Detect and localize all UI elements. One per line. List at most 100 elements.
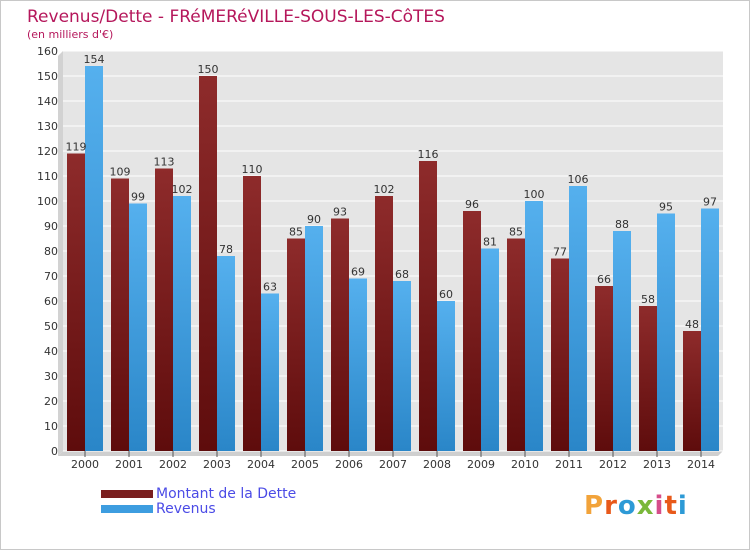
legend-label-dette: Montant de la Dette bbox=[156, 486, 297, 502]
y-tick-label: 20 bbox=[44, 395, 58, 408]
y-tick-label: 80 bbox=[44, 245, 58, 258]
x-tick-label: 2014 bbox=[687, 458, 715, 471]
x-tick-label: 2008 bbox=[423, 458, 451, 471]
value-label-dette: 85 bbox=[289, 226, 303, 239]
value-label-dette: 93 bbox=[333, 206, 347, 219]
bar-dette bbox=[243, 176, 261, 451]
value-label-revenus: 63 bbox=[263, 281, 277, 294]
x-tick-label: 2005 bbox=[291, 458, 319, 471]
chart-subtitle: (en milliers d'€) bbox=[27, 28, 114, 41]
left-wall bbox=[58, 51, 63, 456]
bar-dette bbox=[419, 161, 437, 451]
value-label-revenus: 90 bbox=[307, 213, 321, 226]
y-tick-label: 150 bbox=[37, 70, 58, 83]
chart-title: Revenus/Dette - FRéMERéVILLE-SOUS-LES-Cô… bbox=[27, 7, 445, 27]
value-label-revenus: 78 bbox=[219, 243, 233, 256]
bar-revenus bbox=[569, 186, 587, 451]
value-label-dette: 77 bbox=[553, 246, 567, 259]
value-label-dette: 119 bbox=[66, 141, 87, 154]
bar-dette bbox=[287, 238, 305, 451]
x-tick-label: 2004 bbox=[247, 458, 275, 471]
bar-revenus bbox=[217, 256, 235, 451]
value-label-revenus: 99 bbox=[131, 191, 145, 204]
logo-letter: o bbox=[617, 491, 637, 521]
bar-revenus bbox=[349, 278, 367, 451]
x-tick-label: 2007 bbox=[379, 458, 407, 471]
bar-dette bbox=[199, 76, 217, 451]
bar-dette bbox=[155, 168, 173, 451]
y-tick-label: 10 bbox=[44, 420, 58, 433]
proxiti-logo: Proxiti bbox=[584, 491, 688, 521]
value-label-dette: 96 bbox=[465, 198, 479, 211]
bar-revenus bbox=[261, 293, 279, 451]
x-tick-label: 2000 bbox=[71, 458, 99, 471]
legend-swatch-dette bbox=[101, 490, 153, 498]
value-label-dette: 116 bbox=[418, 148, 439, 161]
value-label-revenus: 106 bbox=[568, 173, 589, 186]
value-label-revenus: 68 bbox=[395, 268, 409, 281]
x-tick-label: 2010 bbox=[511, 458, 539, 471]
legend-label-revenus: Revenus bbox=[156, 501, 216, 517]
value-label-revenus: 88 bbox=[615, 218, 629, 231]
floor bbox=[58, 451, 723, 456]
x-tick-label: 2012 bbox=[599, 458, 627, 471]
legend-swatch-revenus bbox=[101, 505, 153, 513]
y-tick-label: 130 bbox=[37, 120, 58, 133]
logo-letter: t bbox=[664, 491, 678, 521]
value-label-dette: 110 bbox=[242, 163, 263, 176]
logo-letter: r bbox=[604, 491, 618, 521]
bar-dette bbox=[375, 196, 393, 451]
bar-revenus bbox=[173, 196, 191, 451]
bar-dette bbox=[111, 178, 129, 451]
bar-chart: 0 10 20 30 40 50 60 70 80 90 100 110 120 130 140 150 160… bbox=[37, 45, 723, 471]
value-label-revenus: 60 bbox=[439, 288, 453, 301]
value-label-dette: 109 bbox=[110, 166, 131, 179]
y-tick-label: 140 bbox=[37, 95, 58, 108]
y-tick-label: 40 bbox=[44, 345, 58, 358]
value-label-revenus: 69 bbox=[351, 266, 365, 279]
y-tick-label: 50 bbox=[44, 320, 58, 333]
value-label-dette: 58 bbox=[641, 293, 655, 306]
y-tick-label: 0 bbox=[51, 445, 58, 458]
x-tick-label: 2003 bbox=[203, 458, 231, 471]
y-tick-label: 110 bbox=[37, 170, 58, 183]
bar-revenus bbox=[657, 213, 675, 451]
bar-dette bbox=[507, 238, 525, 451]
value-label-revenus: 81 bbox=[483, 236, 497, 249]
value-label-dette: 113 bbox=[154, 156, 175, 169]
value-label-revenus: 100 bbox=[524, 188, 545, 201]
bar-dette bbox=[331, 218, 349, 451]
x-tick-label: 2009 bbox=[467, 458, 495, 471]
x-tick-label: 2006 bbox=[335, 458, 363, 471]
logo-letter: x bbox=[636, 491, 655, 521]
value-label-revenus: 97 bbox=[703, 196, 717, 209]
value-label-revenus: 154 bbox=[84, 53, 105, 66]
value-label-dette: 150 bbox=[198, 63, 219, 76]
bar-dette bbox=[683, 331, 701, 451]
bar-revenus bbox=[85, 66, 103, 451]
y-tick-label: 100 bbox=[37, 195, 58, 208]
x-tick-label: 2013 bbox=[643, 458, 671, 471]
bar-dette bbox=[595, 286, 613, 451]
y-tick-label: 70 bbox=[44, 270, 58, 283]
bar-revenus bbox=[613, 231, 631, 451]
logo-letter: i bbox=[677, 491, 688, 521]
value-label-dette: 85 bbox=[509, 226, 523, 239]
value-label-dette: 66 bbox=[597, 273, 611, 286]
y-tick-label: 90 bbox=[44, 220, 58, 233]
logo-letter: i bbox=[654, 491, 665, 521]
y-tick-label: 160 bbox=[37, 45, 58, 58]
x-tick-label: 2002 bbox=[159, 458, 187, 471]
x-tick-label: 2011 bbox=[555, 458, 583, 471]
y-tick-label: 30 bbox=[44, 370, 58, 383]
bar-revenus bbox=[129, 203, 147, 451]
bar-dette bbox=[551, 258, 569, 451]
bar-revenus bbox=[305, 226, 323, 451]
bar-revenus bbox=[437, 301, 455, 451]
bar-dette bbox=[463, 211, 481, 451]
bar-revenus bbox=[393, 281, 411, 451]
x-tick-label: 2001 bbox=[115, 458, 143, 471]
bar-dette bbox=[639, 306, 657, 451]
value-label-dette: 102 bbox=[374, 183, 395, 196]
